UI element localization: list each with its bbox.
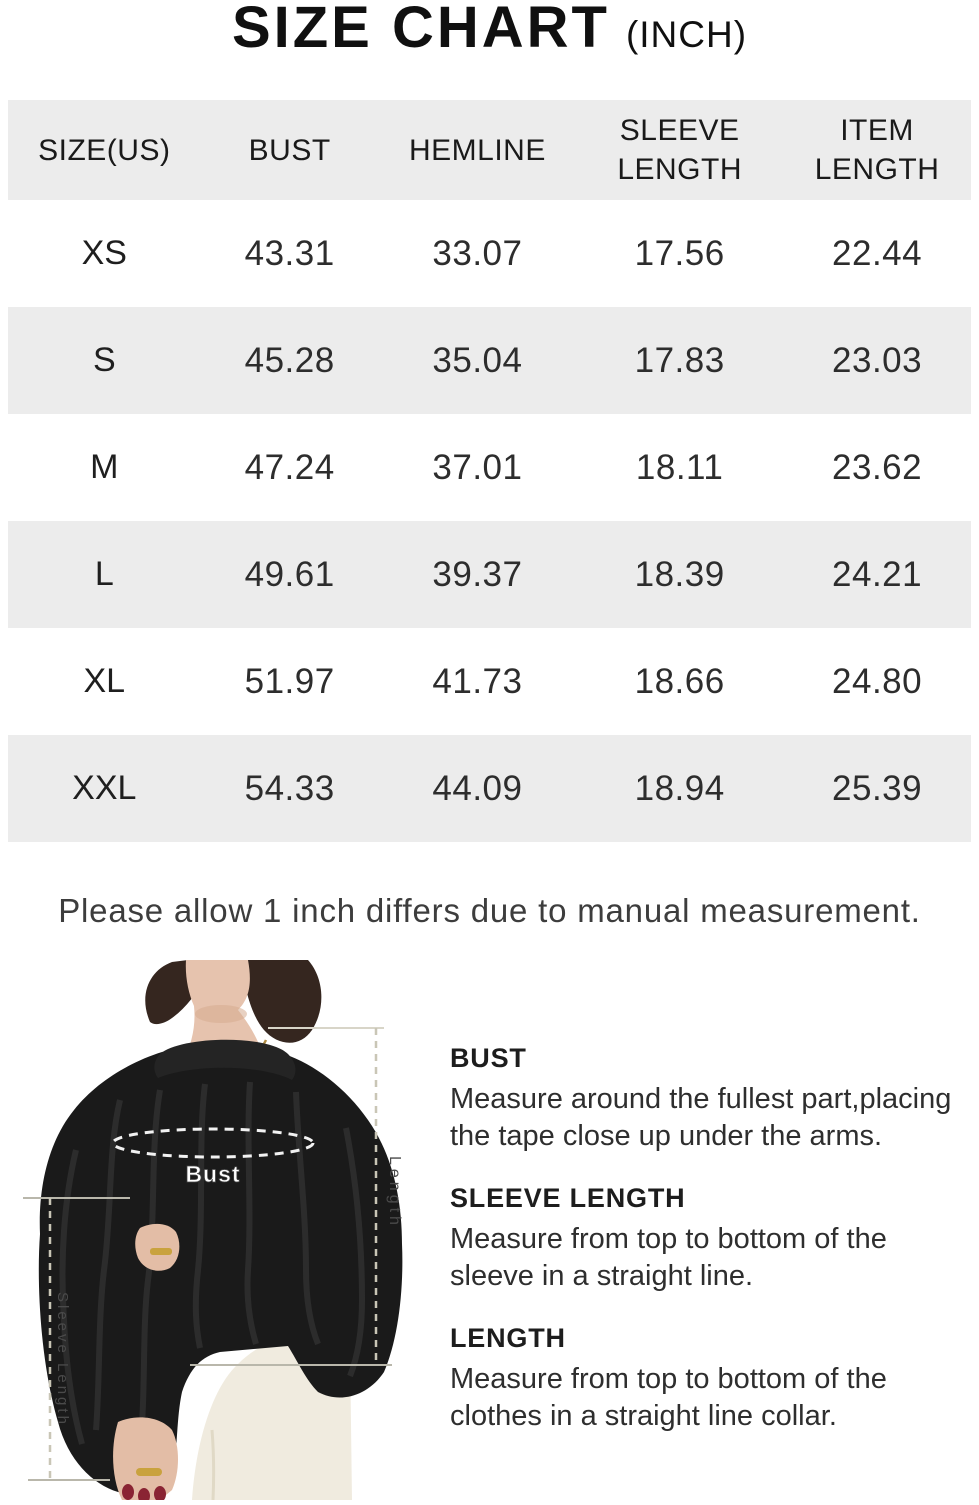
size-chart-table: SIZE(US) BUST HEMLINE SLEEVE LENGTH ITEM… — [8, 100, 971, 842]
nail — [154, 1486, 166, 1502]
table-cell: 37.01 — [432, 447, 523, 487]
instruction-body: Measure from top to bottom of the sleeve… — [450, 1223, 887, 1292]
header-bust: BUST — [248, 133, 331, 167]
hand-with-ring — [135, 1223, 180, 1271]
measurement-note: Please allow 1 inch differs due to manua… — [58, 892, 921, 929]
table-cell: 18.11 — [635, 447, 724, 487]
table-cell: 23.03 — [832, 340, 923, 380]
table-cell: 43.31 — [244, 233, 335, 273]
table-cell: 18.94 — [634, 768, 725, 808]
header-item-length: ITEM LENGTH — [814, 114, 940, 186]
length-label: Length — [386, 1156, 403, 1229]
row-size-label: XL — [83, 662, 126, 701]
table-cell: 41.73 — [432, 661, 523, 701]
title-unit: (INCH) — [625, 14, 748, 55]
measurement-lines — [23, 1027, 392, 1481]
table-cell: 18.39 — [634, 554, 725, 594]
table-row: XS 43.31 33.07 17.56 22.44 — [8, 200, 971, 307]
header-size: SIZE(US) — [38, 133, 171, 167]
instruction-heading: SLEEVE LENGTH — [450, 1183, 686, 1213]
table-cell: 24.80 — [832, 661, 923, 701]
table-cell: 24.21 — [832, 554, 923, 594]
nail — [122, 1484, 134, 1500]
table-cell: 54.33 — [244, 768, 335, 808]
table-cell: 49.61 — [244, 554, 335, 594]
row-size-label: S — [92, 341, 116, 380]
row-size-label: XS — [81, 234, 127, 273]
row-size-label: L — [94, 555, 114, 594]
bust-measure-ellipse — [111, 1127, 315, 1159]
instruction-heading: BUST — [450, 1043, 527, 1073]
measure-instructions: BUST Measure around the fullest part,pla… — [450, 1041, 962, 1461]
sweater-photo: Bust Length Sleeve Length — [0, 960, 430, 1504]
row-size-label: M — [90, 448, 119, 487]
hand-bottom — [113, 1417, 178, 1504]
sweater-illustration: Bust Length Sleeve Length — [23, 960, 403, 1504]
table-cell: 33.07 — [432, 233, 523, 273]
table-row: M 47.24 37.01 18.11 23.62 — [8, 414, 971, 521]
table-cell: 23.62 — [832, 447, 923, 487]
table-cell: 22.44 — [832, 233, 923, 273]
instruction-heading: LENGTH — [450, 1323, 566, 1353]
gold-ring — [150, 1248, 172, 1255]
table-row: L 49.61 39.37 18.39 24.21 — [8, 521, 971, 628]
table-row: S 45.28 35.04 17.83 23.03 — [8, 307, 971, 414]
table-row: XL 51.97 41.73 18.66 24.80 — [8, 628, 971, 735]
pants-crease — [210, 1429, 216, 1501]
gold-ring — [136, 1468, 162, 1476]
row-size-label: XXL — [72, 769, 137, 808]
bust-label: Bust — [185, 1161, 240, 1187]
chin-shadow — [195, 1005, 247, 1023]
table-cell: 35.04 — [432, 340, 523, 380]
table-header-row: SIZE(US) BUST HEMLINE SLEEVE LENGTH ITEM… — [8, 100, 971, 200]
table-cell: 18.66 — [634, 661, 725, 701]
table-cell: 47.24 — [244, 447, 335, 487]
table-cell: 17.56 — [634, 233, 725, 273]
table-cell: 39.37 — [432, 554, 523, 594]
header-sleeve-length: SLEEVE LENGTH — [617, 114, 742, 186]
table-row: XXL 54.33 44.09 18.94 25.39 — [8, 735, 971, 842]
hair-right — [242, 960, 322, 1043]
sweater — [38, 1044, 403, 1495]
sleeve-length-label: Sleeve Length — [54, 1292, 71, 1427]
instruction-body: Measure from top to bottom of the clothe… — [450, 1363, 887, 1432]
page-title: SIZE CHART (INCH) — [0, 0, 979, 61]
table-cell: 17.83 — [634, 340, 725, 380]
table-cell: 51.97 — [244, 661, 335, 701]
instruction-bust: BUST Measure around the fullest part,pla… — [450, 1041, 962, 1155]
instruction-length: LENGTH Measure from top to bottom of the… — [450, 1321, 962, 1435]
instruction-body: Measure around the fullest part,placing … — [450, 1083, 952, 1152]
title-text: SIZE CHART — [231, 0, 610, 60]
collar — [154, 1039, 296, 1080]
table-cell: 44.09 — [432, 768, 523, 808]
instruction-sleeve-length: SLEEVE LENGTH Measure from top to bottom… — [450, 1181, 962, 1295]
header-hemline: HEMLINE — [409, 133, 546, 167]
table-cell: 45.28 — [244, 340, 335, 380]
table-cell: 25.39 — [832, 768, 923, 808]
